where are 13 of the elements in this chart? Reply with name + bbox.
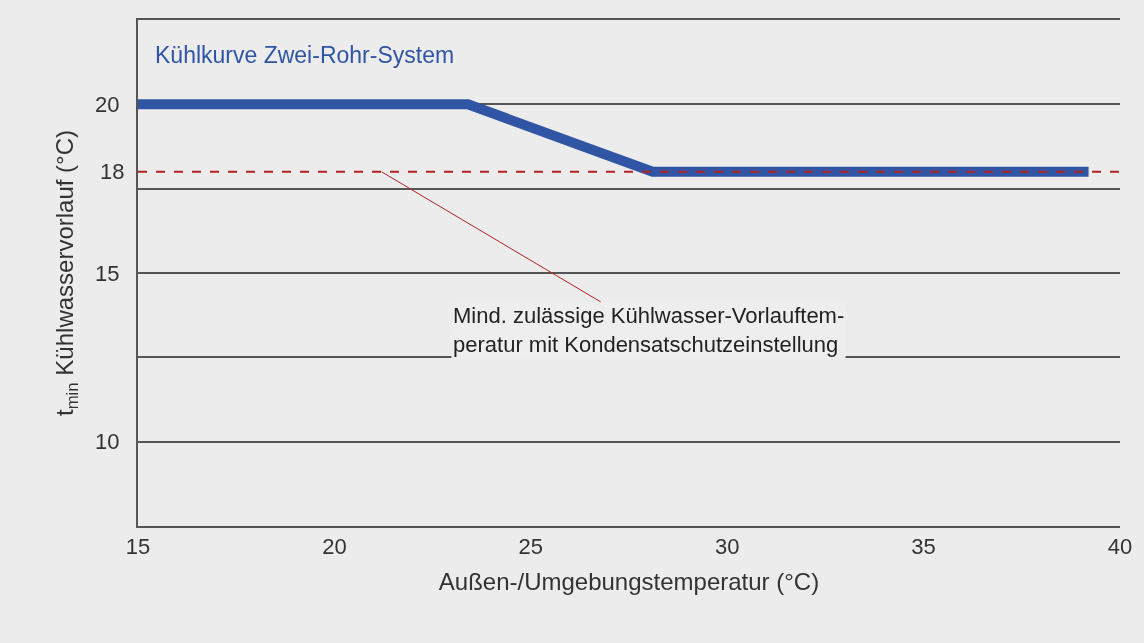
x-axis-title: Außen-/Umgebungstemperatur (°C) <box>438 568 820 596</box>
y-tick-label: 15 <box>95 260 120 286</box>
ref-line-label: 18 <box>100 159 125 184</box>
x-tick-label: 20 <box>322 534 347 560</box>
x-tick-label: 40 <box>1107 534 1133 560</box>
series-label: Kühlkurve Zwei-Rohr-System <box>155 42 455 68</box>
x-tick-label: 25 <box>518 534 544 560</box>
annotation: Mind. zulässige Kühlwasser-Vorlauftem- peratur mit Kondensatschutzeinstellung <box>453 303 845 357</box>
y-tick-label: 10 <box>95 429 120 455</box>
y-tick-label: 20 <box>95 92 120 118</box>
x-tick-label: 35 <box>911 534 936 560</box>
x-tick-label: 15 <box>125 534 151 560</box>
x-tick-label: 30 <box>714 534 740 560</box>
